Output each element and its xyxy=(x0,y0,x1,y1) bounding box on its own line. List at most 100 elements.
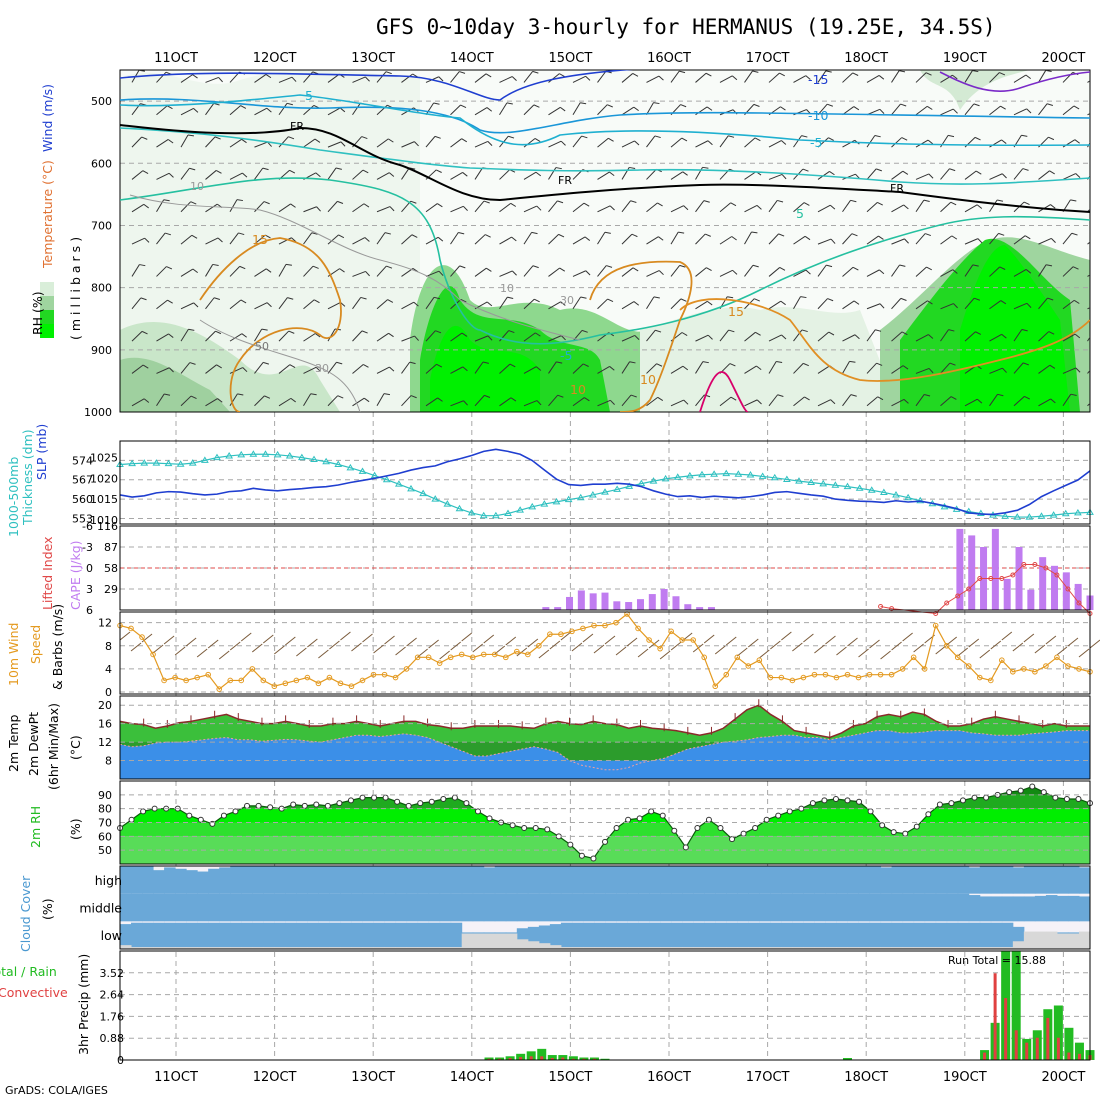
wind-barb-flag xyxy=(216,364,222,369)
cloud-cell xyxy=(935,893,948,922)
wind-barb xyxy=(572,329,588,342)
wind-barb-flag xyxy=(879,303,885,309)
wind-barb-shaft xyxy=(327,361,337,374)
wind10m-barb xyxy=(549,640,561,650)
wind-barb-shaft xyxy=(646,169,657,180)
wind-barb-shaft xyxy=(866,303,881,310)
wind-barb-shaft xyxy=(1013,396,1025,407)
wind-barb-shaft xyxy=(205,136,216,148)
wind-barb-flag xyxy=(241,333,247,338)
cloud-low-cell xyxy=(439,947,452,949)
wind-barb xyxy=(401,141,419,148)
wind10m-speed-line-point xyxy=(679,637,685,643)
wind-barb xyxy=(817,298,834,310)
wind-barb-flag xyxy=(802,168,809,172)
wind-barb xyxy=(376,172,395,180)
wind-barb-shaft xyxy=(474,335,489,342)
wind-barb-shaft xyxy=(768,267,781,277)
rh2m-point xyxy=(867,808,874,815)
temp-label-minus15: -15 xyxy=(808,72,828,87)
wind-barb xyxy=(450,332,468,342)
wind10m-speed-line-point xyxy=(822,671,829,678)
rh2m-point xyxy=(786,808,793,815)
wind-barb-shaft xyxy=(450,71,460,83)
wind-barb-flag xyxy=(168,172,174,178)
rh-contour-10 xyxy=(129,194,581,341)
cloud-cell xyxy=(241,922,253,949)
wind-barb-flag xyxy=(927,300,933,305)
wind10m-speed-line-point xyxy=(1043,663,1049,669)
cloud-cell xyxy=(296,922,308,949)
cloud-cell xyxy=(153,922,165,949)
cloud-cell xyxy=(461,866,474,894)
wind-barb xyxy=(1087,369,1090,374)
wind-barb-flag xyxy=(460,298,467,303)
wind-barb-shaft xyxy=(989,266,1001,277)
wind-barb-flag xyxy=(1024,235,1031,240)
cape-panel-frame xyxy=(119,525,1091,611)
wind-barb-shaft xyxy=(278,136,289,148)
cloud-cell xyxy=(847,866,860,894)
wind10m-barb xyxy=(725,636,737,646)
wind-barb-flag xyxy=(388,332,394,338)
wind-barb-shaft xyxy=(817,204,831,213)
wind-barb xyxy=(572,270,591,277)
wind-barb xyxy=(180,74,198,83)
wind-barb-shaft xyxy=(180,268,194,277)
wind-barb-flag xyxy=(535,332,541,337)
cloud-cell xyxy=(219,867,231,894)
wind-barb-flag xyxy=(437,236,444,242)
cloud-cell xyxy=(671,866,683,894)
cloud-low-cell xyxy=(395,947,408,949)
wind-barb-flag xyxy=(1070,199,1077,202)
wind-barb-shaft xyxy=(1038,398,1051,407)
wind-barb-flag xyxy=(680,104,687,108)
cloud-low-cell xyxy=(406,947,419,949)
cloud-low-cell xyxy=(373,947,386,949)
lifted-index-point xyxy=(1054,572,1060,578)
wind-barb-shaft xyxy=(964,238,979,245)
wind-barb-shaft xyxy=(940,362,951,374)
wind-barb-shaft xyxy=(866,168,877,180)
cape-tick-label: 116 xyxy=(97,520,118,533)
cloud-level-label: high xyxy=(95,873,122,888)
wind-barb xyxy=(1062,299,1080,310)
wind-barb-flag xyxy=(384,232,391,235)
pressure-tick-label: 1000 xyxy=(84,406,112,419)
wind-barb-shaft xyxy=(376,393,385,407)
rh2m-tick-label: 90 xyxy=(98,789,112,802)
wind-barb xyxy=(621,200,637,213)
wind-barb xyxy=(719,75,738,83)
wind-barb-shaft xyxy=(793,135,802,148)
wind-barb xyxy=(278,102,293,116)
wind10m-speed-line-point xyxy=(282,680,289,687)
wind-barb-shaft xyxy=(254,73,267,83)
wind-barb-shaft xyxy=(964,103,975,116)
top-date-label: 16OCT xyxy=(647,51,691,66)
wind-barb-shaft xyxy=(205,297,215,310)
wind-barb-shaft xyxy=(523,104,535,116)
wind-barb-flag xyxy=(999,72,1006,76)
wind-barb xyxy=(621,166,636,180)
wind-barb-shaft xyxy=(891,204,904,213)
rh-axis-label: RH (%) xyxy=(30,291,45,335)
chart-title: GFS 0~10day 3-hourly for HERMANUS (19.25… xyxy=(376,15,996,39)
wind-barb-shaft xyxy=(180,328,189,342)
cloud-cell xyxy=(373,893,386,922)
cloud-cell xyxy=(439,922,452,949)
wind-barb-shaft xyxy=(156,232,166,245)
wind-barb-flag xyxy=(878,75,885,80)
thickness-line-point xyxy=(843,482,852,490)
wind-barb-flag xyxy=(557,394,564,398)
wind-barb-shaft xyxy=(474,107,488,116)
rh2m-point xyxy=(463,800,470,807)
wind-barb-shaft xyxy=(229,266,241,277)
wind-barb xyxy=(572,102,587,116)
cloud-cell xyxy=(616,893,628,922)
cloud-low-cell xyxy=(891,947,904,949)
wind-barb xyxy=(229,199,244,213)
wind10m-barb xyxy=(196,648,208,658)
wind-barb-flag xyxy=(679,264,686,268)
cloud-cell xyxy=(175,868,187,894)
wind10m-barb xyxy=(240,632,252,642)
